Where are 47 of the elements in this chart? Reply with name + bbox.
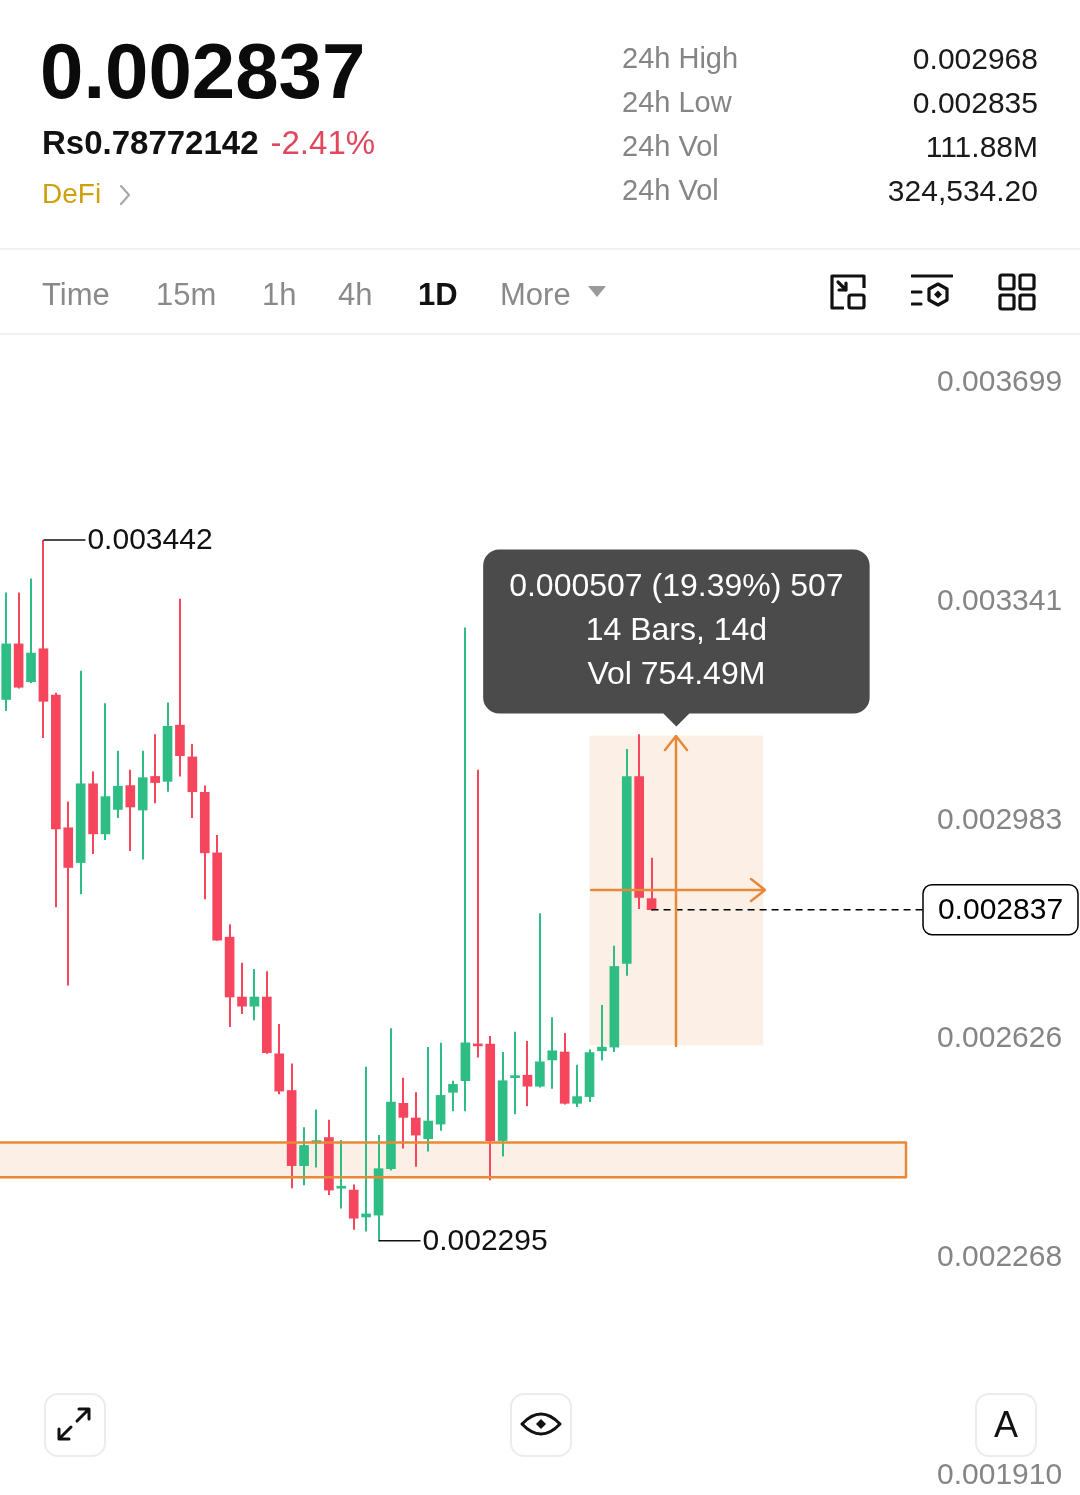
- y-tick-label: 0.002983: [937, 801, 1063, 835]
- text: More: [500, 277, 571, 312]
- text: 324,534.20: [887, 174, 1038, 207]
- y-tick-label: 0.002626: [937, 1019, 1063, 1053]
- candlestick: [249, 967, 260, 1022]
- text: DeFi: [42, 178, 102, 209]
- candlestick: [448, 1079, 458, 1113]
- text: -2.41%: [270, 124, 376, 161]
- chart-title: 0.002837: [40, 27, 366, 115]
- font-button: A: [975, 1393, 1037, 1457]
- text: 0.002835: [912, 86, 1038, 119]
- candlestick: [423, 1046, 434, 1153]
- ref-line-label: 0.002837: [937, 891, 1064, 925]
- y-tick-label: 0.003341: [937, 582, 1063, 616]
- text: 1h: [262, 277, 297, 312]
- text: 24h Vol: [622, 130, 719, 162]
- candlestick: [299, 1126, 309, 1187]
- text: 1D: [418, 277, 458, 312]
- candlestick: [460, 626, 471, 1113]
- candlestick: [510, 1030, 520, 1116]
- candlestick: [547, 1016, 558, 1090]
- candlestick: [597, 1003, 607, 1062]
- candlestick: [113, 749, 123, 819]
- candlestick: [237, 961, 247, 1016]
- text: 4h: [338, 277, 373, 312]
- candlestick: [522, 1040, 533, 1108]
- text: 24h Vol: [622, 174, 719, 206]
- annotation: 0.003442: [87, 522, 213, 556]
- text: Time: [42, 277, 110, 312]
- candlestick: [398, 1076, 409, 1150]
- text: 0.002968: [912, 42, 1038, 75]
- band-label: 0.000507 (19.39%) 507 14 Bars, 14d Vol 754.49M: [509, 567, 844, 692]
- candlestick: [646, 856, 657, 912]
- chart-subtitle: Rs0.78772142: [42, 124, 259, 161]
- candlestick: [336, 1138, 347, 1210]
- candlestick: [410, 1091, 421, 1168]
- candlestick: [125, 768, 136, 852]
- text: 24h Low: [622, 86, 732, 118]
- annotation: 0.002295: [422, 1223, 548, 1257]
- text: 24h High: [622, 42, 739, 74]
- y-tick-label: 0.002268: [937, 1238, 1063, 1272]
- candlestick: [150, 733, 160, 805]
- text: 111.88M: [925, 130, 1038, 163]
- y-tick-label: 0.003699: [937, 364, 1063, 398]
- text: 15m: [156, 277, 217, 312]
- y-tick-label: 0.001910: [937, 1457, 1063, 1491]
- candlestick: [572, 1063, 582, 1108]
